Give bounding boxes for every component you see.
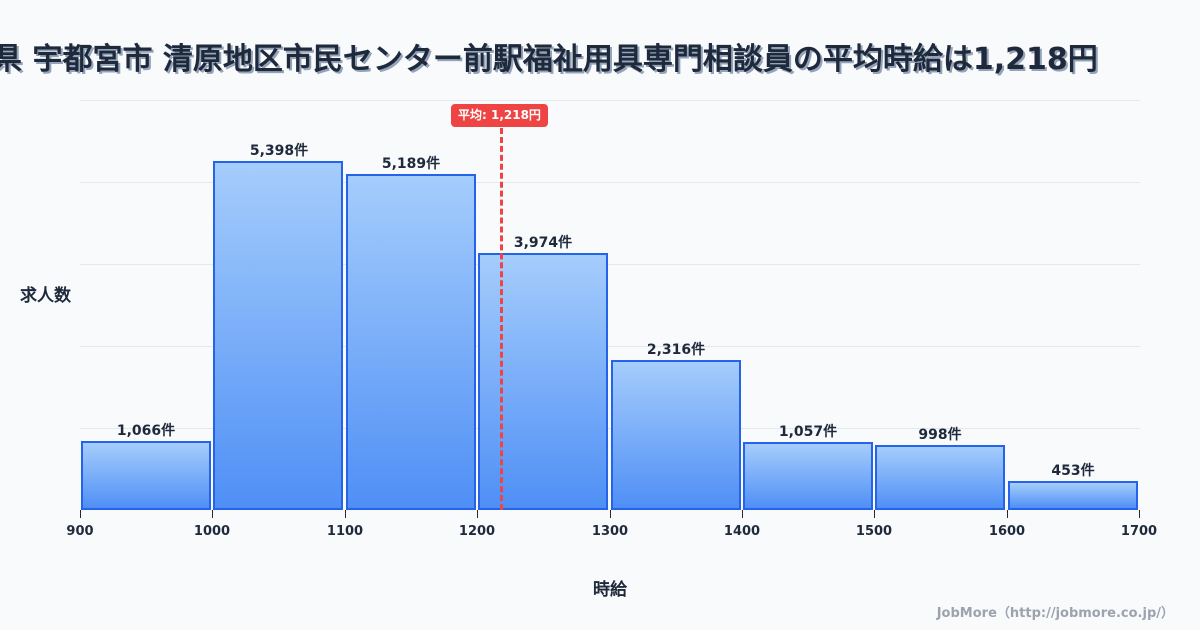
x-tick-label: 1200 <box>458 524 496 539</box>
bar-value-label: 1,057件 <box>778 424 838 440</box>
gridline <box>80 428 1140 429</box>
x-tick-label: 1000 <box>193 524 231 539</box>
bar-value-label: 5,189件 <box>381 156 441 172</box>
histogram-bar <box>81 441 211 510</box>
histogram-bar <box>213 161 343 510</box>
x-tick <box>742 510 743 518</box>
histogram-bar <box>875 445 1005 510</box>
histogram-bar <box>611 360 741 510</box>
histogram-bar <box>478 253 608 510</box>
y-axis-label: 求人数 <box>20 286 71 306</box>
x-tick <box>1007 510 1008 518</box>
x-tick <box>80 510 81 518</box>
x-tick <box>1139 510 1140 518</box>
bar-value-label: 2,316件 <box>646 342 706 358</box>
x-tick-label: 900 <box>66 524 94 539</box>
bar-value-label: 1,066件 <box>116 423 176 439</box>
x-tick <box>477 510 478 518</box>
x-tick-label: 1400 <box>723 524 761 539</box>
gridline <box>80 100 1140 101</box>
bar-value-label: 3,974件 <box>513 235 573 251</box>
credit-text: JobMore（http://jobmore.co.jp/） <box>936 606 1174 621</box>
gridline <box>80 182 1140 183</box>
x-tick <box>874 510 875 518</box>
x-tick <box>610 510 611 518</box>
x-tick-label: 1300 <box>591 524 629 539</box>
gridline <box>80 264 1140 265</box>
gridline <box>80 346 1140 347</box>
x-tick-label: 1500 <box>855 524 893 539</box>
x-tick-label: 1100 <box>326 524 364 539</box>
mean-badge: 平均: 1,218円 <box>451 104 548 127</box>
plot-area <box>80 100 1140 510</box>
histogram-bar <box>743 442 873 510</box>
bar-value-label: 453件 <box>1051 463 1095 479</box>
chart-title: 県 宇都宮市 清原地区市民センター前駅福祉用具専門相談員の平均時給は1,218円 <box>0 42 1098 77</box>
mean-line <box>500 128 503 510</box>
x-tick-label: 1600 <box>988 524 1026 539</box>
x-tick <box>212 510 213 518</box>
histogram-bar <box>1008 481 1138 510</box>
histogram-bar <box>346 174 476 510</box>
x-tick <box>345 510 346 518</box>
bar-value-label: 5,398件 <box>249 143 309 159</box>
x-axis-label: 時給 <box>593 580 627 600</box>
x-tick-label: 1700 <box>1120 524 1158 539</box>
bar-value-label: 998件 <box>918 427 962 443</box>
